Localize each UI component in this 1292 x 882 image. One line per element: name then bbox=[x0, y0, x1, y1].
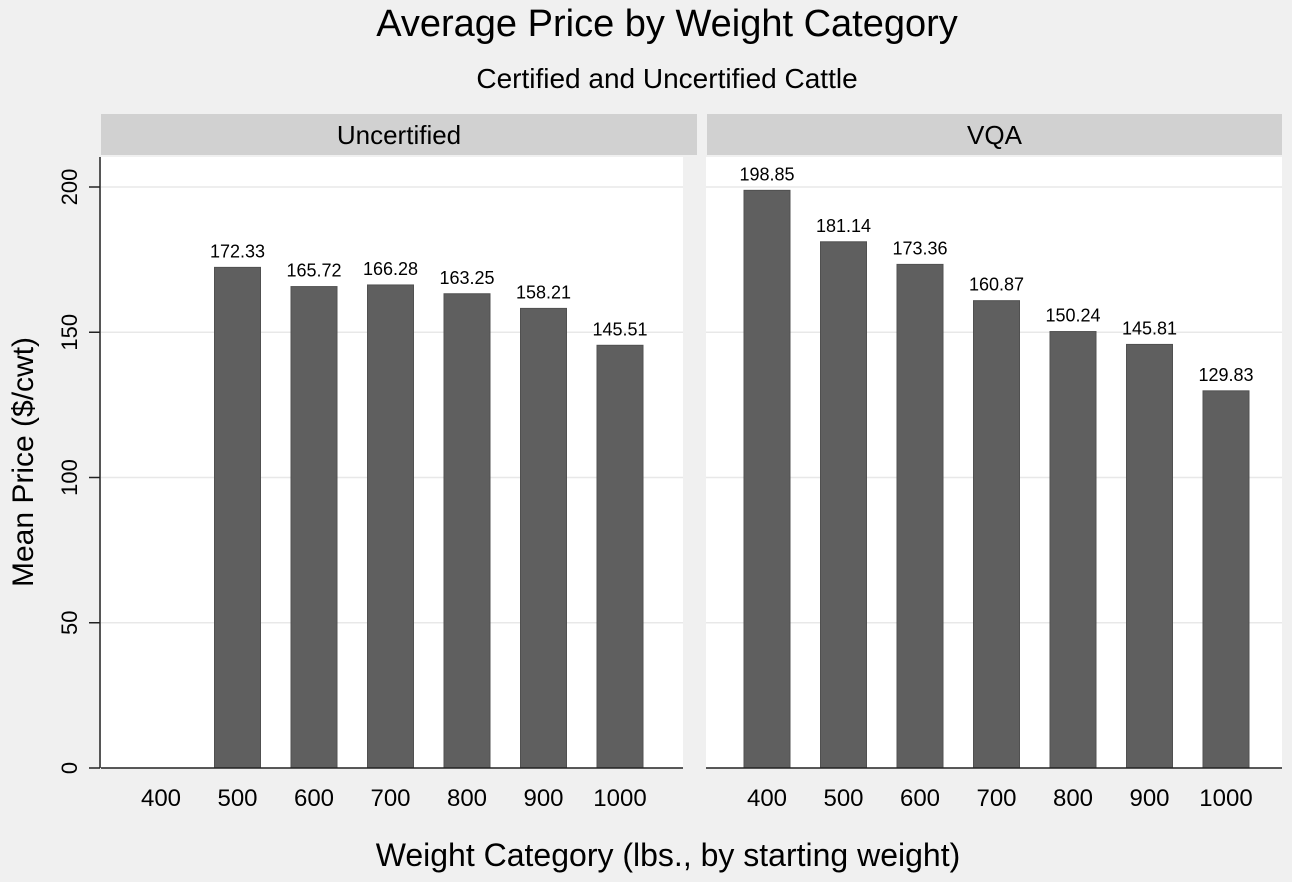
data-label: 166.28 bbox=[363, 259, 418, 279]
data-label: 172.33 bbox=[210, 241, 265, 261]
data-label: 181.14 bbox=[816, 216, 871, 236]
x-tick-label: 1000 bbox=[593, 785, 646, 812]
bar bbox=[214, 266, 261, 769]
x-tick-label: 500 bbox=[217, 785, 257, 812]
data-label: 173.36 bbox=[892, 238, 947, 258]
bar bbox=[820, 241, 867, 769]
chart-subtitle: Certified and Uncertified Cattle bbox=[476, 63, 857, 94]
data-label: 165.72 bbox=[286, 261, 341, 281]
chart-title: Average Price by Weight Category bbox=[376, 3, 958, 45]
x-tick-label: 500 bbox=[823, 785, 863, 812]
y-axis-label: Mean Price ($/cwt) bbox=[7, 337, 40, 587]
x-tick-label: 600 bbox=[294, 785, 334, 812]
bar bbox=[520, 307, 567, 769]
bar bbox=[1049, 331, 1097, 769]
y-tick-label: 100 bbox=[57, 459, 82, 496]
data-label: 150.24 bbox=[1045, 306, 1100, 326]
bar bbox=[290, 286, 338, 769]
x-axis-label: Weight Category (lbs., by starting weigh… bbox=[376, 837, 961, 873]
x-tick-label: 900 bbox=[1129, 785, 1169, 812]
data-label: 145.81 bbox=[1122, 318, 1177, 338]
bar bbox=[1202, 390, 1250, 769]
panel-header bbox=[101, 114, 697, 155]
panel-header bbox=[707, 114, 1282, 155]
x-tick-label: 700 bbox=[976, 785, 1016, 812]
x-tick-label: 1000 bbox=[1199, 785, 1252, 812]
x-tick-label: 600 bbox=[900, 785, 940, 812]
bar bbox=[596, 344, 644, 769]
y-tick-label: 200 bbox=[57, 169, 82, 206]
bar bbox=[367, 284, 414, 769]
y-tick-label: 50 bbox=[57, 611, 82, 635]
bar bbox=[743, 189, 791, 769]
data-label: 198.85 bbox=[739, 164, 794, 184]
x-tick-label: 900 bbox=[523, 785, 563, 812]
bar bbox=[443, 293, 491, 769]
bar bbox=[973, 300, 1020, 769]
data-label: 129.83 bbox=[1198, 365, 1253, 385]
x-tick-label: 800 bbox=[447, 785, 487, 812]
bar bbox=[896, 263, 944, 769]
x-tick-label: 700 bbox=[370, 785, 410, 812]
data-label: 160.87 bbox=[969, 275, 1024, 295]
data-label: 145.51 bbox=[592, 319, 647, 339]
y-tick-label: 0 bbox=[57, 762, 82, 774]
bar bbox=[1126, 343, 1173, 769]
panel-title: VQA bbox=[967, 120, 1023, 150]
data-label: 163.25 bbox=[439, 268, 494, 288]
x-tick-label: 400 bbox=[747, 785, 787, 812]
x-tick-label: 400 bbox=[141, 785, 181, 812]
panel-title: Uncertified bbox=[337, 120, 461, 150]
data-label: 158.21 bbox=[516, 282, 571, 302]
y-tick-label: 150 bbox=[57, 314, 82, 351]
x-tick-label: 800 bbox=[1053, 785, 1093, 812]
